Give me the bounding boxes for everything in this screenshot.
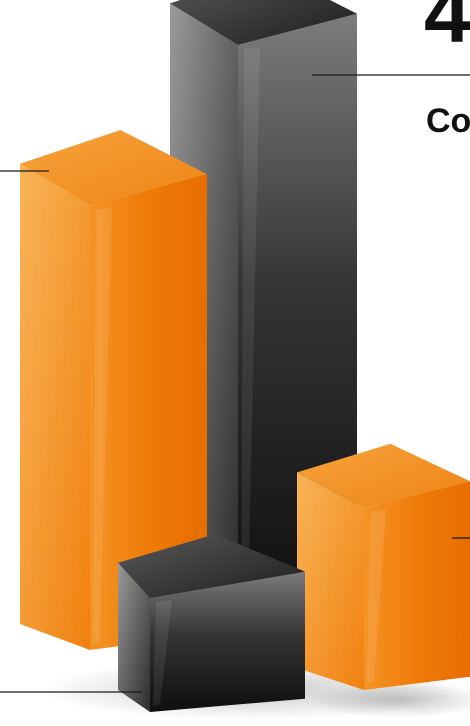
column-4-left-face — [118, 562, 150, 712]
column-4 — [118, 534, 305, 712]
floor-shadow-right — [310, 682, 470, 718]
column-3 — [297, 443, 470, 690]
number-label: 4 — [424, 0, 470, 60]
column-1 — [20, 130, 207, 651]
column-1-top-face — [20, 130, 207, 206]
caption-label: Co — [426, 102, 470, 140]
column-1-left-face — [20, 163, 90, 651]
column-3-left-face — [297, 472, 364, 690]
chart-columns — [20, 0, 470, 712]
column-3-highlight — [367, 509, 386, 684]
column-2-highlight — [241, 47, 260, 609]
column-3-front-face — [364, 481, 470, 690]
column-1-highlight — [93, 207, 112, 644]
column-4-highlight — [153, 600, 172, 706]
column-1-front-face — [90, 174, 207, 650]
column-4-front-face — [150, 571, 305, 712]
column-2-top-face — [170, 0, 357, 45]
column-3-top-face — [297, 443, 470, 508]
column-4-top-face — [118, 534, 305, 598]
